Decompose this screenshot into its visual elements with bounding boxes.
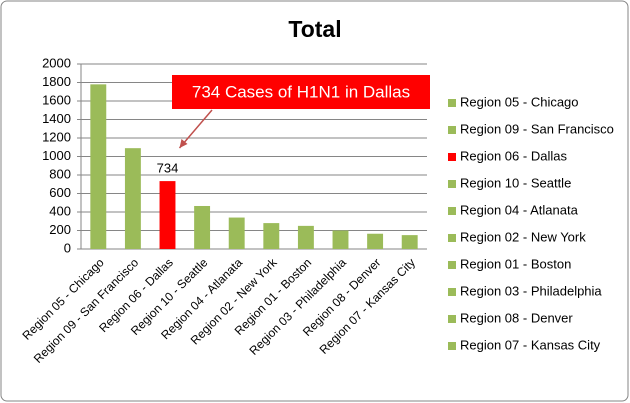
legend-marker — [448, 126, 456, 134]
y-tick-label: 1800 — [42, 74, 71, 89]
bar — [367, 233, 384, 249]
chart-title: Total — [288, 16, 341, 42]
legend-label: Region 01 - Boston — [460, 256, 571, 271]
bar — [297, 225, 314, 249]
bar — [263, 223, 280, 249]
bar — [159, 181, 176, 249]
legend-label: Region 02 - New York — [460, 229, 586, 244]
legend-marker — [448, 342, 456, 350]
legend-marker — [448, 99, 456, 107]
legend-marker — [448, 234, 456, 242]
bar — [401, 235, 418, 249]
y-tick-label: 400 — [49, 203, 71, 218]
bar — [332, 230, 349, 249]
legend-marker — [448, 153, 456, 161]
legend-marker — [448, 288, 456, 296]
bar — [90, 84, 107, 249]
annotation-arrow — [178, 109, 213, 149]
annotation-box — [172, 75, 430, 109]
legend-label: Region 04 - Atlanata — [460, 202, 579, 217]
legend-label: Region 09 - San Francisco — [460, 121, 614, 136]
y-tick-label: 1400 — [42, 111, 71, 126]
legend-marker — [448, 261, 456, 269]
y-tick-label: 800 — [49, 166, 71, 181]
legend-label: Region 07 - Kansas City — [460, 337, 601, 352]
y-tick-label: 200 — [49, 222, 71, 237]
y-tick-label: 1200 — [42, 129, 71, 144]
y-tick-label: 600 — [49, 185, 71, 200]
legend-marker — [448, 207, 456, 215]
y-tick-label: 0 — [64, 240, 71, 255]
bar — [228, 217, 245, 249]
legend-label: Region 10 - Seattle — [460, 175, 571, 190]
bar — [124, 148, 141, 249]
legend-label: Region 08 - Denver — [460, 310, 573, 325]
legend-marker — [448, 315, 456, 323]
legend-label: Region 03 - Philadelphia — [460, 283, 602, 298]
y-tick-label: 1000 — [42, 148, 71, 163]
data-label: 734 — [157, 161, 179, 176]
annotation-text: 734 Cases of H1N1 in Dallas — [192, 82, 410, 101]
legend-marker — [448, 180, 456, 188]
y-tick-label: 1600 — [42, 92, 71, 107]
legend-label: Region 06 - Dallas — [460, 148, 567, 163]
y-tick-label: 2000 — [42, 55, 71, 70]
annotation-arrowhead — [179, 139, 188, 148]
bar — [194, 205, 211, 249]
legend-label: Region 05 - Chicago — [460, 94, 579, 109]
